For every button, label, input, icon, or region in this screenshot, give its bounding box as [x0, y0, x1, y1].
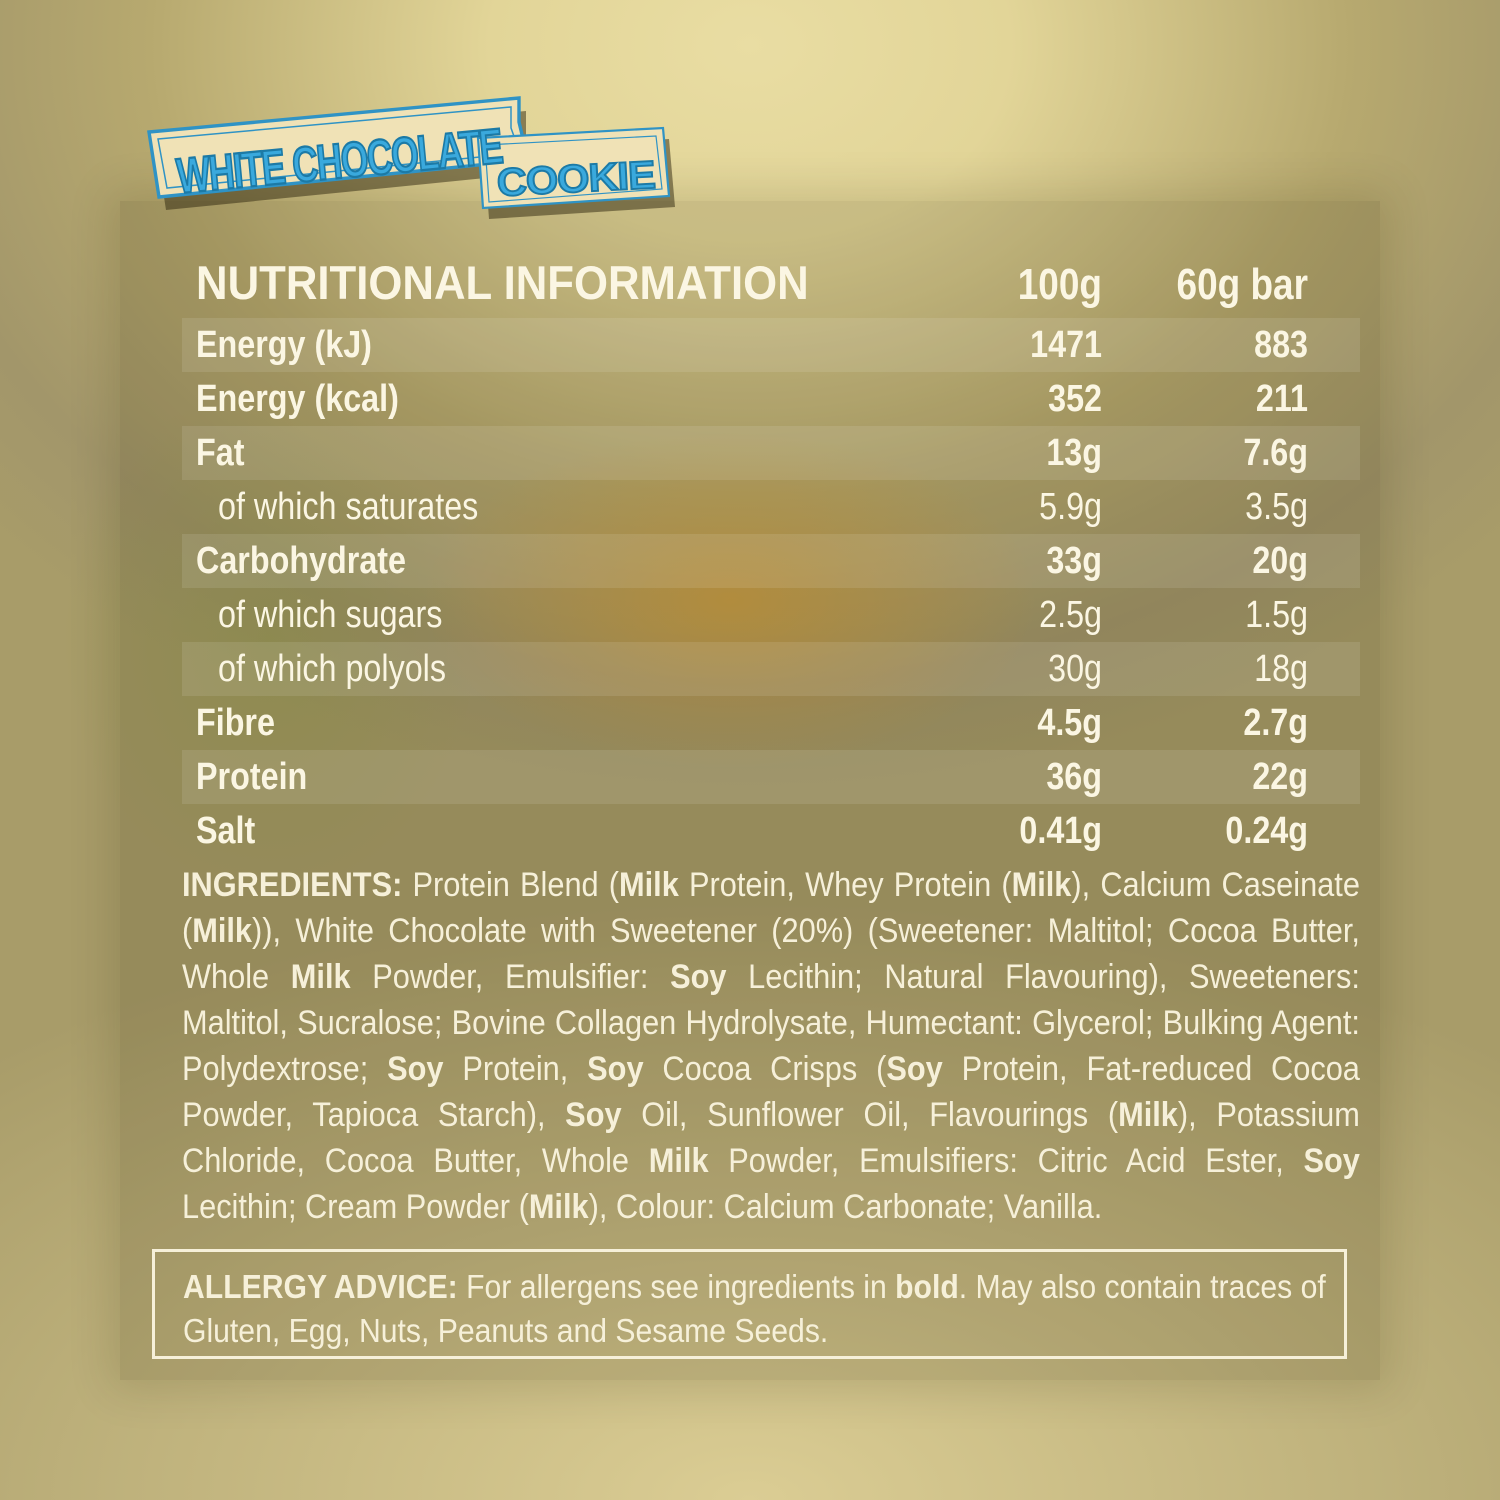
svg-text:COOKIE: COOKIE	[496, 153, 656, 205]
